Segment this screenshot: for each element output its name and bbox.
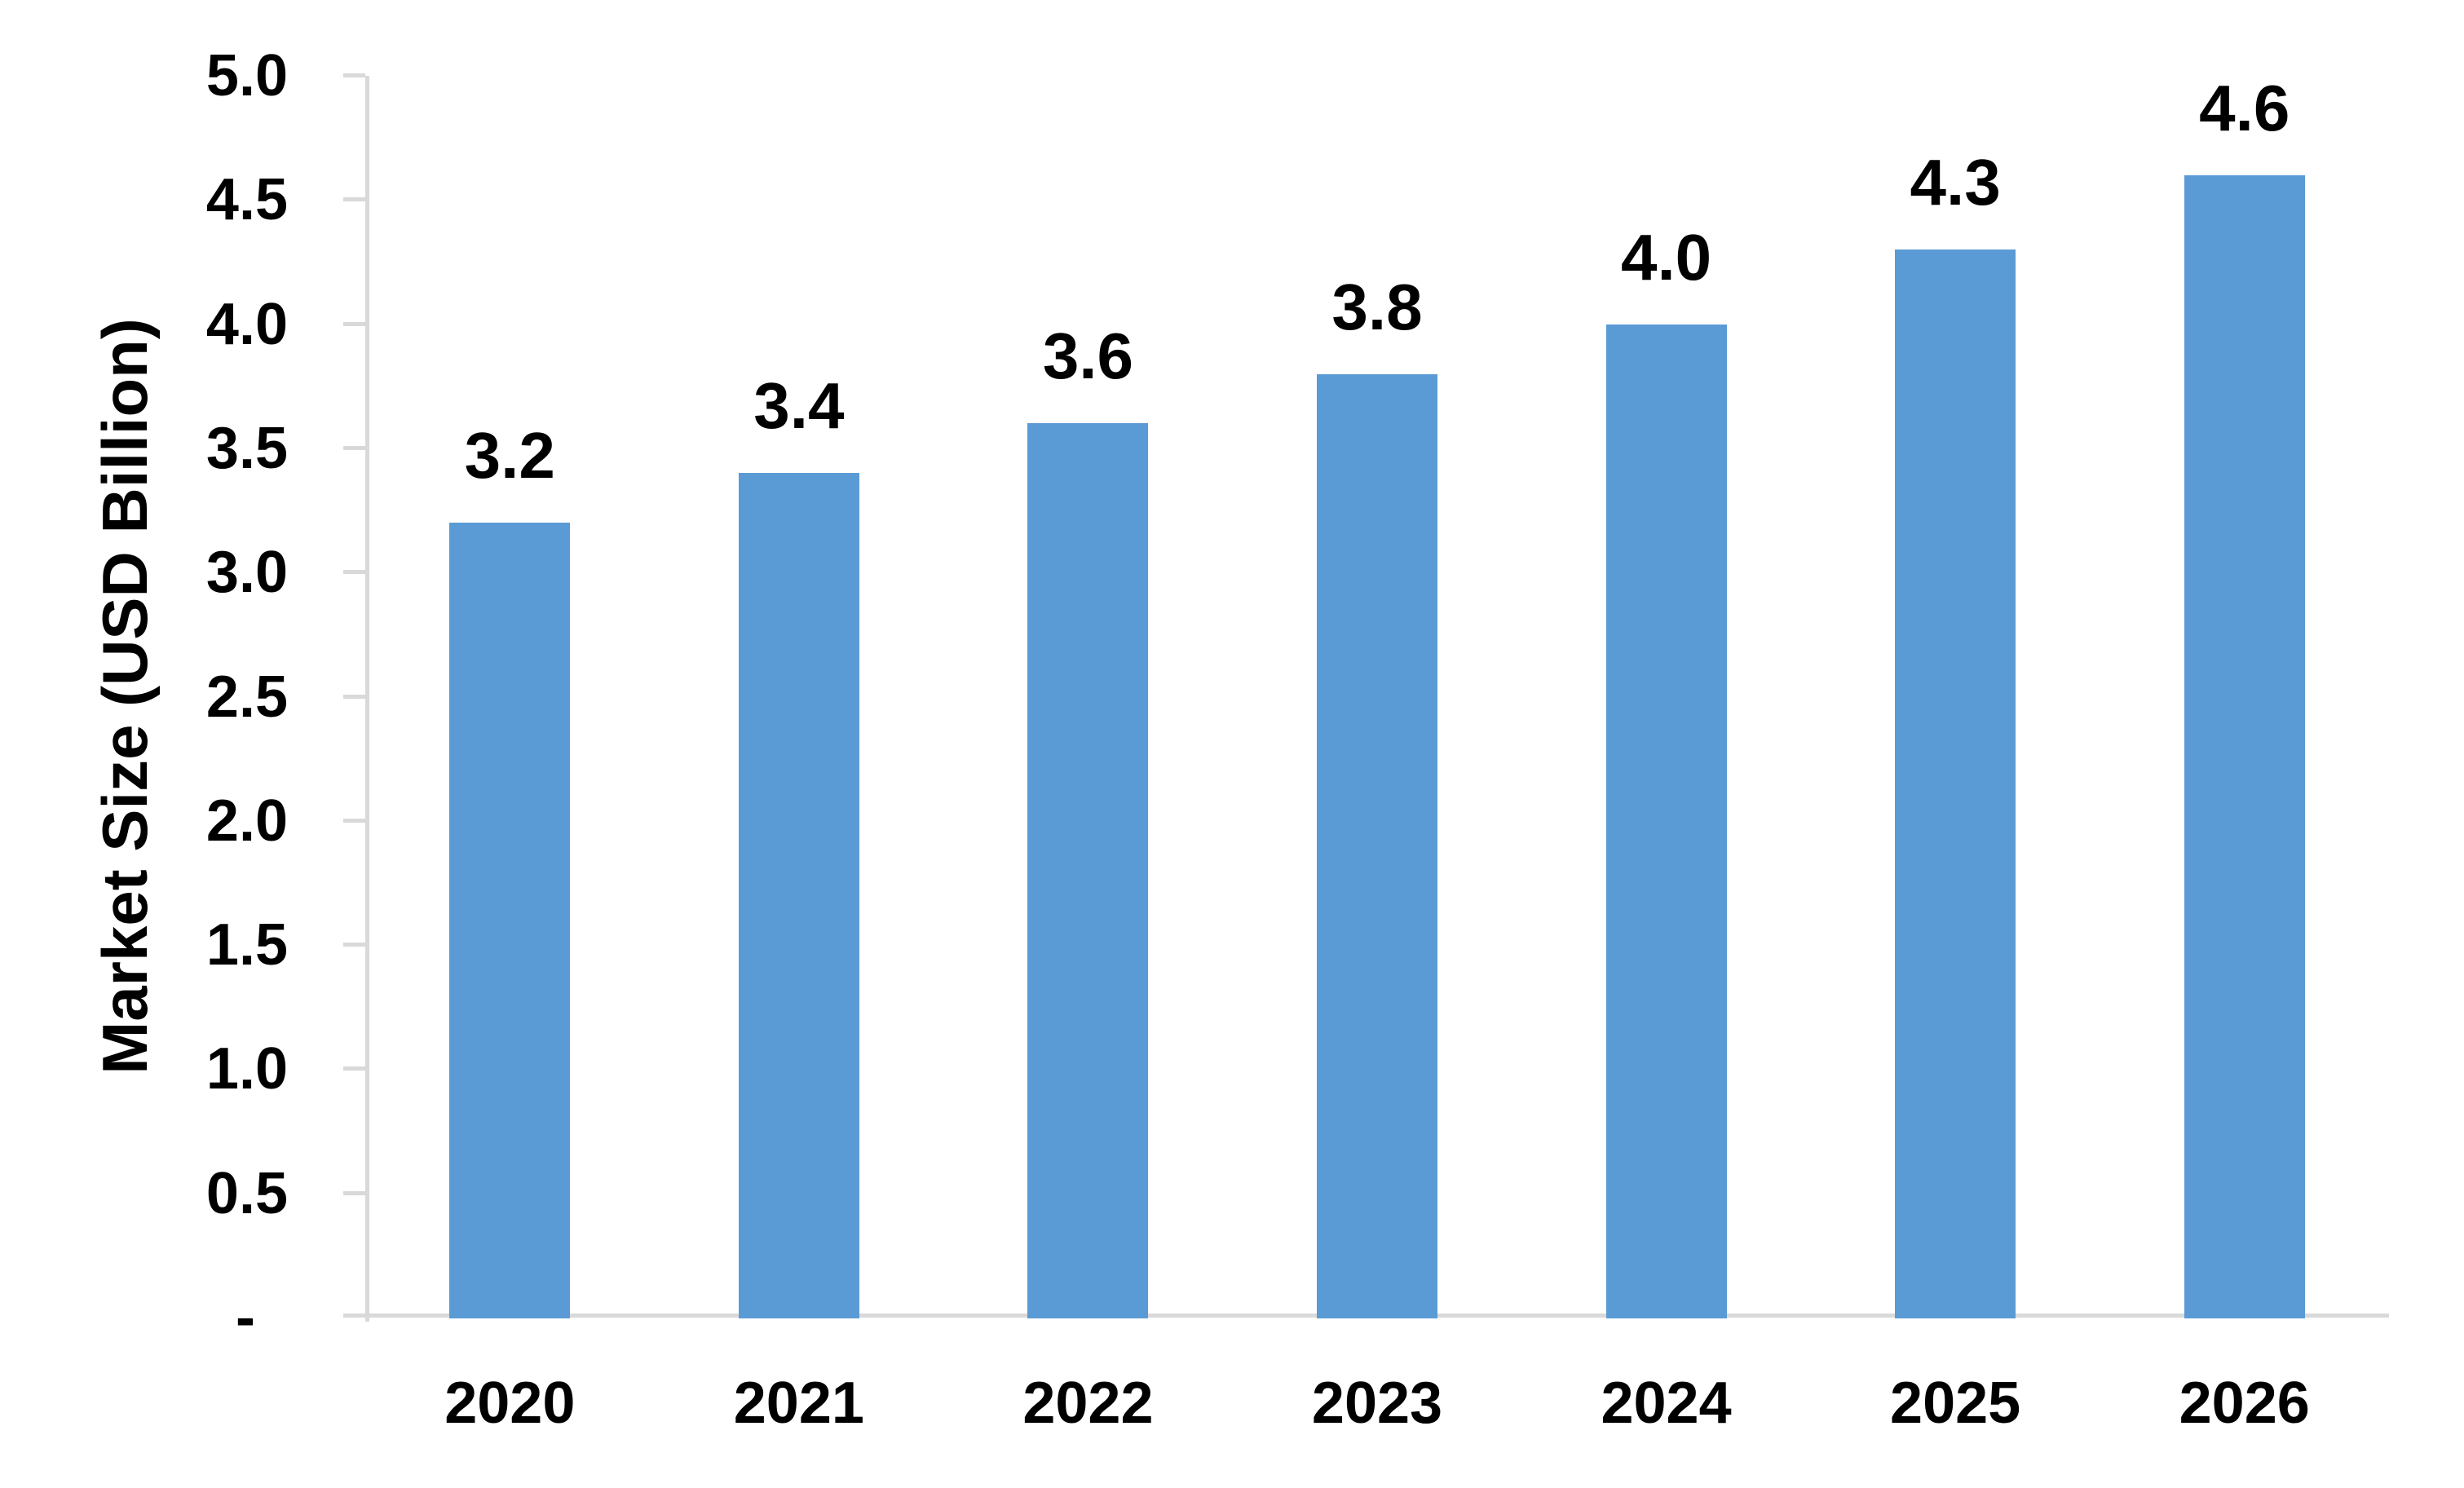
- y-tick-mark: [343, 570, 365, 575]
- y-tick-mark: [343, 1066, 365, 1071]
- bar-2023: [1317, 373, 1437, 1318]
- y-tick-label: 3.5: [205, 415, 288, 481]
- y-tick-label: 2.5: [205, 664, 288, 730]
- data-label-2020: 3.2: [464, 419, 555, 492]
- x-axis-label-2025: 2025: [1890, 1371, 2021, 1436]
- y-tick-label: 5.0: [205, 43, 288, 108]
- x-axis-label-2023: 2023: [1311, 1371, 1443, 1436]
- y-tick-label: 1.5: [205, 912, 288, 978]
- y-tick-label: 3.0: [205, 540, 288, 606]
- y-tick-label: 4.5: [205, 167, 288, 233]
- y-tick-mark: [343, 694, 365, 699]
- bar-2021: [738, 473, 859, 1318]
- data-label-2023: 3.8: [1331, 270, 1423, 343]
- x-axis-label-2026: 2026: [2179, 1371, 2310, 1436]
- data-label-2025: 4.3: [1910, 146, 2001, 219]
- y-tick-mark: [343, 445, 365, 450]
- y-tick-mark: [343, 197, 365, 202]
- y-axis-line: [365, 76, 369, 1322]
- data-label-2021: 3.4: [753, 369, 845, 443]
- y-tick-mark: [343, 73, 365, 77]
- y-tick-mark: [343, 818, 365, 823]
- y-tick-label: 0.5: [205, 1160, 288, 1226]
- x-axis-label-2021: 2021: [733, 1371, 864, 1436]
- bar-2020: [449, 523, 571, 1318]
- y-tick-label: -: [236, 1285, 255, 1350]
- data-label-2024: 4.0: [1620, 220, 1712, 294]
- y-tick-label: 1.0: [205, 1036, 288, 1102]
- bar-2024: [1605, 324, 1727, 1318]
- y-tick-mark: [343, 1190, 365, 1195]
- y-tick-mark: [343, 943, 365, 947]
- y-tick-label: 4.0: [205, 291, 288, 357]
- y-tick-mark: [343, 321, 365, 326]
- bar-2026: [2184, 174, 2305, 1318]
- y-tick-label: 2.0: [205, 788, 288, 854]
- x-axis-label-2020: 2020: [444, 1371, 576, 1436]
- bar-2022: [1027, 423, 1149, 1318]
- x-axis-label-2024: 2024: [1601, 1371, 1732, 1436]
- data-label-2022: 3.6: [1042, 320, 1134, 393]
- bar-2025: [1895, 249, 2016, 1318]
- x-axis-label-2022: 2022: [1022, 1371, 1154, 1436]
- data-label-2026: 4.6: [2199, 71, 2290, 144]
